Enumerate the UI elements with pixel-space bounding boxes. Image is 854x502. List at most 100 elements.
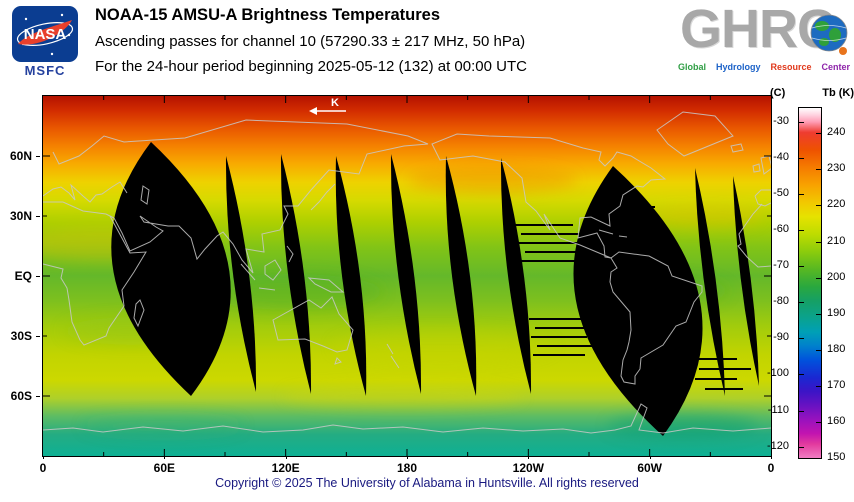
- kelvin-tick-mark: [816, 421, 821, 423]
- lat-tick-label: 30S: [10, 329, 32, 343]
- coastline: [310, 183, 336, 211]
- lon-tick: [164, 456, 166, 459]
- coastline: [609, 251, 703, 385]
- kelvin-tick-label: 160: [827, 414, 846, 427]
- celsius-tick-label: -50: [773, 187, 789, 200]
- kelvin-tick-mark: [816, 385, 821, 387]
- ghrc-acronym: GHRC: [680, 0, 836, 59]
- title-block: NOAA-15 AMSU-A Brightness Temperatures A…: [95, 6, 527, 83]
- lat-tick: [36, 276, 40, 277]
- kelvin-tick-mark: [816, 241, 821, 243]
- lat-tick-label: EQ: [14, 269, 32, 283]
- celsius-tick-mark: [799, 338, 804, 340]
- coastline: [43, 201, 147, 346]
- no-data-stripe: [519, 260, 583, 262]
- page-title: NOAA-15 AMSU-A Brightness Temperatures: [95, 6, 441, 24]
- coastline: [737, 203, 771, 268]
- celsius-tick-label: -30: [773, 114, 789, 127]
- no-data-swath: [335, 156, 367, 396]
- no-data-stripe: [537, 345, 595, 347]
- subtitle-period: For the 24-hour period beginning 2025-05…: [95, 58, 527, 75]
- no-data-swath: [390, 154, 422, 394]
- ghrc-tagline-word: Resource: [770, 62, 812, 72]
- celsius-tick-label: -110: [767, 403, 789, 416]
- ghrc-tagline-word: Hydrology: [715, 62, 761, 72]
- celsius-tick-mark: [799, 374, 804, 376]
- globe-icon: [810, 14, 848, 56]
- kelvin-tick-label: 200: [827, 270, 846, 283]
- coastline: [43, 403, 771, 434]
- lat-tick: [36, 156, 40, 157]
- coastline: [307, 277, 345, 293]
- celsius-tick-mark: [799, 157, 804, 159]
- no-data-stripe: [529, 318, 585, 320]
- kelvin-tick-label: 220: [827, 198, 846, 211]
- celsius-tick-label: -90: [773, 331, 789, 344]
- lat-tick-label: 60N: [9, 149, 32, 163]
- celsius-tick-mark: [799, 410, 804, 412]
- coastline: [286, 245, 294, 263]
- lat-tick: [36, 336, 40, 337]
- kelvin-tick-label: 150: [827, 451, 846, 463]
- colorbar-kelvin-label: Tb (K): [822, 87, 854, 99]
- lat-tick-label: 30N: [9, 209, 32, 223]
- colorbar-kelvin-ticks: 240 230 220 210 200 190 180 170 160 150: [826, 107, 854, 463]
- no-data-stripe: [533, 354, 585, 356]
- kelvin-tick-label: 170: [827, 378, 846, 391]
- kelvin-tick-label: 190: [827, 306, 846, 319]
- celsius-tick-label: -40: [773, 150, 789, 163]
- lat-tick: [36, 216, 40, 217]
- lon-tick: [528, 456, 530, 459]
- kelvin-tick-mark: [816, 313, 821, 315]
- no-data-swath: [225, 156, 257, 392]
- nasa-insignia-icon: NASA: [12, 6, 78, 62]
- celsius-tick-mark: [799, 266, 804, 268]
- no-data-stripe: [521, 233, 591, 235]
- kelvin-tick-mark: [816, 458, 821, 459]
- orbit-start-marker: K: [309, 97, 346, 115]
- no-data-swath: [573, 166, 703, 436]
- celsius-tick-label: -100: [766, 367, 789, 380]
- coastline: [386, 343, 400, 369]
- coastline: [240, 263, 276, 291]
- kelvin-tick-label: 240: [827, 126, 846, 139]
- coastline: [730, 143, 744, 153]
- no-data-swath: [445, 156, 477, 396]
- ghrc-orange-dot: [839, 47, 847, 55]
- orbit-marker-label: K: [331, 97, 339, 109]
- header: NASA MSFC NOAA-15 AMSU-A Brightness Temp…: [0, 0, 854, 92]
- copyright-text: Copyright © 2025 The University of Alaba…: [215, 476, 639, 490]
- no-data-stripe: [611, 206, 655, 208]
- kelvin-tick-mark: [816, 205, 821, 207]
- kelvin-tick-mark: [816, 277, 821, 279]
- celsius-tick-mark: [799, 194, 804, 196]
- no-data-stripe: [695, 378, 737, 380]
- lon-tick-label: 60E: [153, 461, 176, 475]
- lon-tick: [771, 456, 772, 459]
- kelvin-tick-label: 210: [827, 234, 846, 247]
- subtitle-channel: Ascending passes for channel 10 (57290.3…: [95, 33, 526, 50]
- no-data-stripe: [691, 358, 737, 360]
- coastline: [598, 229, 628, 238]
- latitude-axis: 60N 30N EQ 30S 60S: [0, 96, 40, 456]
- lon-tick-label: 0: [767, 461, 775, 475]
- lat-tick: [36, 396, 40, 397]
- kelvin-tick-label: 230: [827, 162, 846, 175]
- celsius-tick-mark: [799, 302, 804, 304]
- celsius-tick-label: -70: [773, 259, 789, 272]
- brightness-temperature-map: K: [43, 96, 771, 456]
- kelvin-tick-mark: [816, 349, 821, 351]
- lat-tick-label: 60S: [10, 389, 32, 403]
- no-data-stripe: [699, 368, 751, 370]
- celsius-tick-label: -120: [766, 439, 789, 452]
- data-gap-swaths: [111, 142, 759, 436]
- celsius-tick-mark: [799, 230, 804, 232]
- lon-tick-label: 180: [396, 461, 418, 475]
- celsius-tick-mark: [799, 446, 804, 448]
- msfc-label: MSFC: [24, 63, 66, 78]
- coastlines: [43, 111, 771, 434]
- longitude-axis: 0 60E 120E 180 120W 60W 0: [40, 456, 774, 475]
- no-data-stripe: [517, 242, 579, 244]
- ghrc-logo: GHRC Global Hydrology Resource Center: [678, 0, 850, 84]
